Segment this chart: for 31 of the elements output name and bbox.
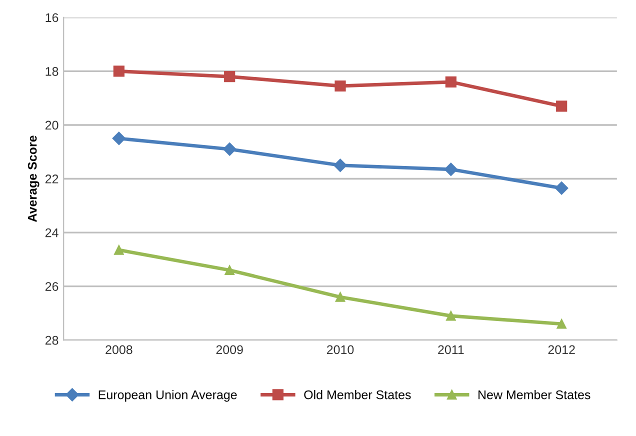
point xyxy=(335,292,346,302)
y-tick-label: 24 xyxy=(45,228,58,238)
x-tick-label: 2009 xyxy=(216,345,243,354)
y-tick-label: 22 xyxy=(45,174,58,184)
point xyxy=(556,100,568,112)
point xyxy=(444,162,458,176)
point xyxy=(113,66,124,77)
point xyxy=(224,265,234,276)
point xyxy=(334,158,347,172)
legend-label: Old Member States xyxy=(304,390,411,400)
y-tick-label: 18 xyxy=(46,67,58,76)
point xyxy=(224,71,236,82)
y-axis-title: Average Score xyxy=(28,136,40,222)
y-tick-label: 16 xyxy=(46,13,58,22)
point xyxy=(334,80,346,92)
x-tick-label: 2010 xyxy=(326,345,354,354)
point xyxy=(112,132,126,146)
x-tick-label: 2008 xyxy=(106,345,132,354)
y-tick-label: 28 xyxy=(45,336,58,345)
x-tick-label: 2012 xyxy=(548,345,575,354)
legend-label: European Union Average xyxy=(98,390,237,402)
point xyxy=(556,319,566,329)
x-tick-label: 2011 xyxy=(438,345,464,354)
point xyxy=(446,311,456,321)
y-tick-label: 26 xyxy=(45,282,58,291)
point xyxy=(114,245,124,255)
point xyxy=(555,182,568,195)
point xyxy=(223,142,236,156)
y-tick-label: 20 xyxy=(45,120,58,130)
point xyxy=(445,76,456,88)
legend-label: New Member States xyxy=(478,390,590,400)
